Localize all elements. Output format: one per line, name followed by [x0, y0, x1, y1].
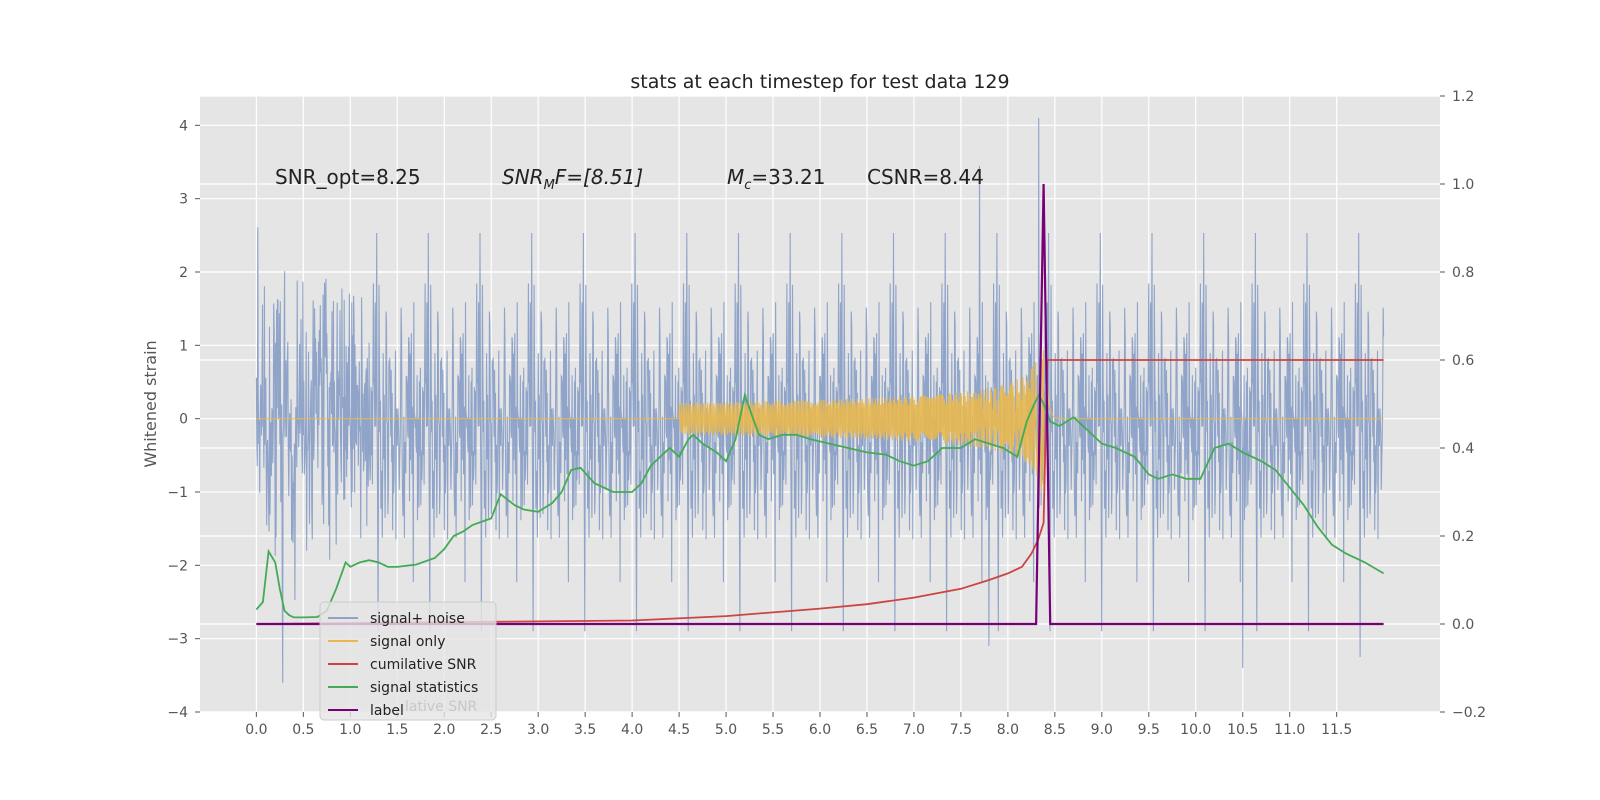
- snr-mf-main: SNR: [502, 165, 544, 189]
- annotation-mc: Mc=33.21: [727, 165, 825, 193]
- y2-tick-label: 0.0: [1452, 617, 1474, 633]
- cumilative-snr-line: [256, 359, 1384, 625]
- x-tick-label: 11.0: [1274, 722, 1305, 738]
- x-tick-label: 1.5: [386, 722, 408, 738]
- legend-frame: [319, 601, 497, 721]
- legend: lative SNR signal+ noise signal only cumil…: [319, 601, 497, 721]
- x-tick-label: 7.0: [903, 722, 925, 738]
- x-tick-label: 10.0: [1180, 722, 1211, 738]
- x-tick-label: 3.0: [527, 722, 549, 738]
- y-tick-label: −3: [167, 632, 188, 648]
- annotations: SNR_opt=8.25 SNRMF=[8.51] Mc=33.21 CSNR=…: [275, 165, 984, 193]
- annotation-csnr: CSNR=8.44: [867, 165, 984, 189]
- annotation-snr-opt: SNR_opt=8.25: [275, 165, 421, 189]
- y-tick-label: 0: [179, 412, 188, 428]
- x-tick-label: 3.5: [574, 722, 596, 738]
- signal-noise-line: [255, 117, 1385, 683]
- mc-rest: =33.21: [751, 165, 825, 189]
- annotation-snr-mf: SNRMF=[8.51]: [502, 165, 643, 193]
- chart-title: stats at each timestep for test data 129: [630, 71, 1009, 93]
- y-tick-label: −2: [167, 558, 188, 574]
- legend-hidden-text: lative SNR: [405, 699, 478, 715]
- y-tick-label: −1: [167, 485, 188, 501]
- x-tick-label: 1.0: [339, 722, 361, 738]
- x-tick-label: 11.5: [1321, 722, 1352, 738]
- y2-tick-label: 0.2: [1452, 529, 1474, 545]
- x-tick-label: 5.0: [715, 722, 737, 738]
- x-tick-label: 2.5: [480, 722, 502, 738]
- snr-mf-rest: F=[8.51]: [555, 165, 643, 189]
- x-tick-label: 9.0: [1091, 722, 1113, 738]
- legend-items: signal+ noise signal only cumilative SNR si…: [328, 611, 478, 719]
- y2-tick-label: −0.2: [1452, 705, 1486, 721]
- x-tick-label: 10.5: [1227, 722, 1258, 738]
- x-tick-label: 4.0: [621, 722, 643, 738]
- y-tick-label: −4: [167, 705, 188, 721]
- x-tick-label: 6.0: [809, 722, 831, 738]
- x-tick-label: 8.5: [1044, 722, 1066, 738]
- label-line: [256, 183, 1384, 626]
- y2-tick-label: 0.6: [1452, 353, 1474, 369]
- legend-label: signal+ noise: [370, 611, 465, 627]
- x-tick-label: 0.5: [292, 722, 314, 738]
- y-tick-label: 2: [179, 265, 188, 281]
- mc-sub: c: [744, 178, 751, 193]
- y2-tick-label: 0.8: [1452, 265, 1474, 281]
- y2-tick-label: 1.0: [1452, 177, 1474, 193]
- legend-label: label: [370, 703, 404, 719]
- x-tick-label: 5.5: [762, 722, 784, 738]
- axes-ticks: 0.0 0.5 1.0 1.5 2.0 2.5 3.0 3.5 4.0 4.5 5.0 5.5 6.0 6…: [167, 89, 1486, 738]
- x-tick-label: 4.5: [668, 722, 690, 738]
- x-tick-label: 6.5: [856, 722, 878, 738]
- snr-mf-sub: M: [544, 178, 555, 193]
- x-tick-label: 0.0: [245, 722, 267, 738]
- signal-only-series: [256, 350, 1384, 493]
- legend-label: cumilative SNR: [370, 657, 477, 673]
- x-tick-label: 2.0: [433, 722, 455, 738]
- y-tick-label: 4: [179, 118, 188, 134]
- legend-label: signal only: [370, 634, 445, 650]
- mc-main: M: [727, 165, 744, 189]
- x-tick-label: 8.0: [997, 722, 1019, 738]
- signal-statistics-line: [255, 391, 1385, 619]
- y2-tick-label: 0.4: [1452, 441, 1474, 457]
- y-axis-label: Whitened strain: [141, 340, 160, 467]
- signal-noise-series: [255, 117, 1385, 683]
- y-tick-label: 3: [179, 192, 188, 208]
- x-tick-label: 9.5: [1138, 722, 1160, 738]
- signal-only-line: [256, 350, 1384, 493]
- line-series: [255, 183, 1385, 626]
- legend-label: signal statistics: [370, 680, 478, 696]
- y2-tick-label: 1.2: [1452, 89, 1474, 105]
- x-tick-label: 7.5: [950, 722, 972, 738]
- y-tick-label: 1: [179, 338, 188, 354]
